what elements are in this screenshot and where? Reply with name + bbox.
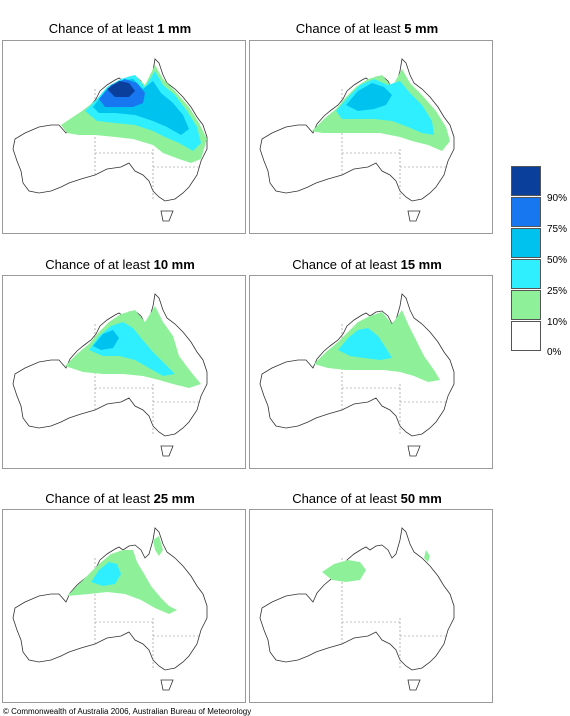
panel-title-10mm: Chance of at least 10 mm [5,257,235,273]
title-amount: 1 mm [157,21,192,36]
panel-title-25mm: Chance of at least 25 mm [5,491,235,507]
legend-label-75: 75% [547,224,568,235]
title-prefix: Chance of at least [292,491,397,506]
panel-title-50mm: Chance of at least 50 mm [252,491,482,507]
title-prefix: Chance of at least [45,257,150,272]
title-prefix: Chance of at least [45,491,150,506]
title-amount: 10 mm [153,257,195,272]
legend-swatch-25-50 [511,259,541,289]
australia-map [12,58,208,222]
legend-label-50: 50% [547,255,568,266]
title-prefix: Chance of at least [295,21,401,36]
legend-label-90: 90% [547,193,568,204]
panel-title-1mm: Chance of at least 1 mm [5,21,235,37]
title-amount: 25 mm [153,491,195,506]
copyright-footer: © Commonwealth of Australia 2006, Austra… [3,707,252,716]
legend-swatch-90-100 [511,166,541,196]
title-amount: 50 mm [400,491,442,506]
legend-label-10: 10% [547,317,568,328]
panel-title-5mm: Chance of at least 5 mm [252,21,482,37]
map-panel-25mm [2,509,246,703]
title-prefix: Chance of at least [48,21,154,36]
title-amount: 5 mm [404,21,439,36]
map-panel-5mm [249,40,493,234]
australia-map [12,293,208,457]
map-panel-15mm [249,275,493,469]
australia-map [12,527,208,691]
australia-map [259,58,455,222]
australia-map [259,293,455,457]
legend-swatch-75-90 [511,197,541,227]
australia-map [259,527,455,691]
title-amount: 15 mm [400,257,442,272]
title-prefix: Chance of at least [292,257,397,272]
map-panel-50mm [249,509,493,703]
legend-label-0: 0% [547,347,562,358]
map-panel-1mm [2,40,246,234]
legend-swatch-50-75 [511,228,541,258]
panel-title-15mm: Chance of at least 15 mm [252,257,482,273]
legend-swatch-10-25 [511,290,541,320]
legend-label-25: 25% [547,286,568,297]
map-panel-10mm [2,275,246,469]
legend-swatch-0-10 [511,321,541,351]
